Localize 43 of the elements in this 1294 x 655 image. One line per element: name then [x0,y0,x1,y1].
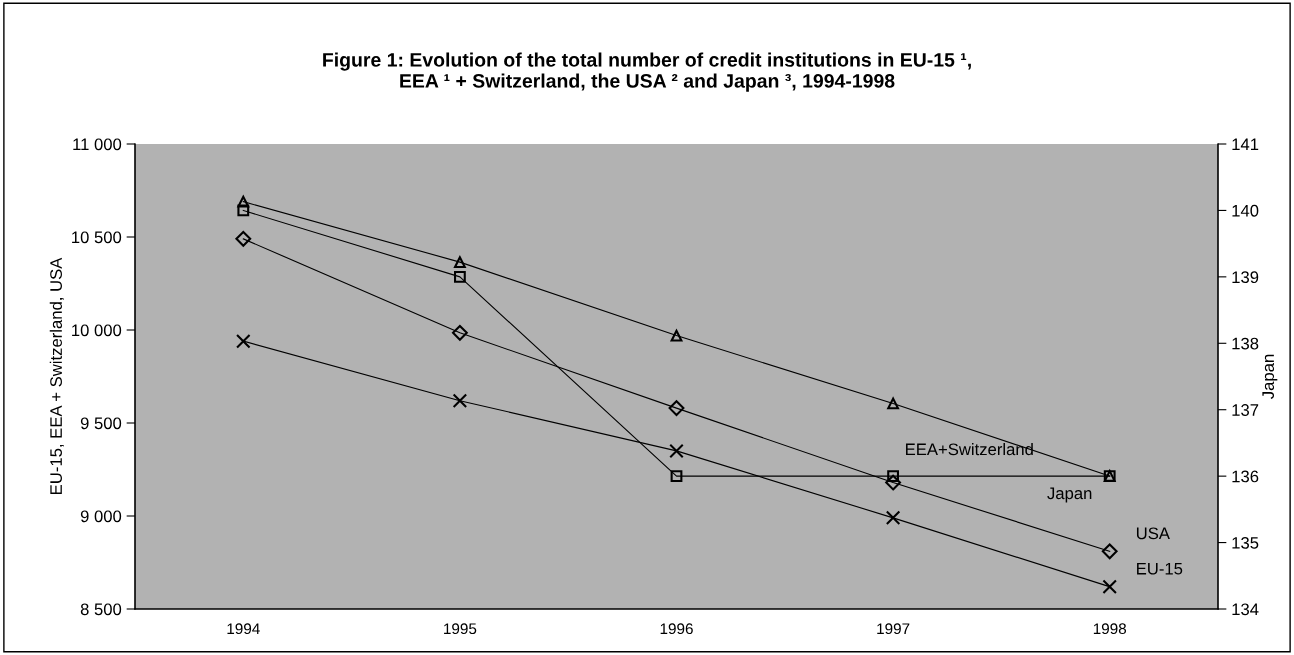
y2-tick-label: 137 [1232,404,1259,416]
y2-tick-label: 139 [1232,271,1259,284]
y2-tick-label: 135 [1232,536,1259,549]
point [235,230,252,247]
y-tick-label: 11 000 [73,138,122,151]
point [452,393,468,408]
point [668,400,685,417]
y-tick-label: 8 500 [80,603,122,616]
y2-axis-title: Japan [1262,354,1278,399]
y2-tick-label: 140 [1232,204,1259,217]
x-tick-label: 1995 [444,623,477,635]
point [237,204,250,217]
y-axis-title: EU-15, EEA + Switzerland, USA [49,257,64,494]
point [669,443,684,459]
series-label: EEA+Switzerland [906,443,1033,456]
chart-title: Figure 1: Evolution of the total number of credit institutions in EU-15 ¹, EEA ¹ + Switzerland, the USA ² and Japan ³, 1994-1998 [323,52,971,92]
x-tick-label: 1996 [660,623,693,635]
point [885,510,901,526]
x-tick-label: 1998 [1093,623,1127,635]
point [454,270,466,283]
y2-tick-label: 141 [1232,138,1259,151]
series-label: USA [1136,527,1170,540]
y-tick-label: 9 000 [80,510,122,523]
y-tick-label: 10 000 [72,324,122,337]
point [236,333,251,349]
point [670,470,683,483]
y-tick-label: 10 500 [72,231,122,244]
x-tick-label: 1997 [877,623,910,635]
point [237,195,250,208]
y-tick-label: 9 500 [80,417,122,430]
point [454,256,466,269]
point [1102,579,1117,594]
y2-tick-label: 134 [1232,603,1259,616]
point [1101,543,1118,560]
point [670,329,683,342]
y2-tick-label: 138 [1232,337,1259,350]
y2-tick-label: 136 [1232,470,1259,483]
point [451,324,468,341]
series-label: EU-15 [1137,562,1183,575]
point [885,474,902,491]
x-tick-label: 1994 [227,623,260,635]
point [887,397,899,410]
series-label: Japan [1047,487,1092,503]
